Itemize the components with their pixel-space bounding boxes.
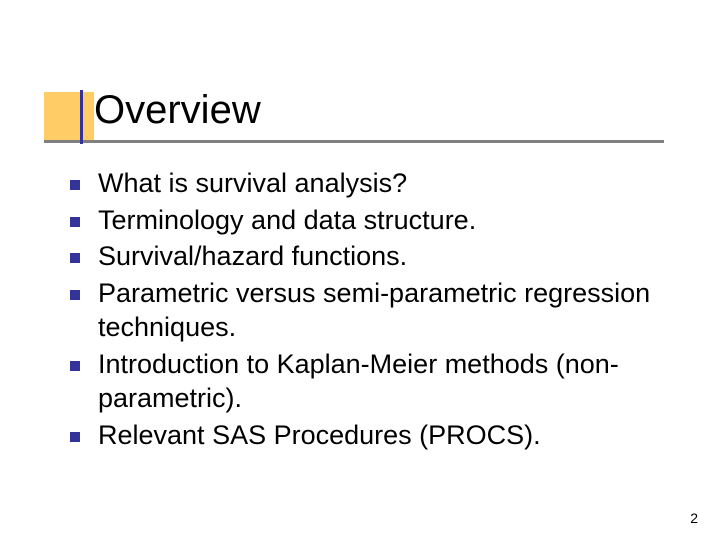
page-number: 2	[690, 510, 698, 526]
title-vertical-rule	[80, 90, 83, 144]
square-bullet-icon	[70, 253, 80, 263]
list-item: Relevant SAS Procedures (PROCS).	[70, 418, 660, 453]
square-bullet-icon	[70, 432, 80, 442]
list-item: Introduction to Kaplan-Meier methods (no…	[70, 347, 660, 416]
square-bullet-icon	[70, 180, 80, 190]
slide-title: Overview	[94, 88, 261, 133]
list-item-text: Survival/hazard functions.	[98, 239, 407, 274]
bullet-list: What is survival analysis? Terminology a…	[70, 166, 660, 454]
list-item-text: Terminology and data structure.	[98, 203, 476, 238]
list-item: Terminology and data structure.	[70, 203, 660, 238]
list-item-text: Relevant SAS Procedures (PROCS).	[98, 418, 541, 453]
square-bullet-icon	[70, 361, 80, 371]
title-horizontal-rule	[44, 140, 664, 143]
list-item-text: Parametric versus semi-parametric regres…	[98, 276, 660, 345]
square-bullet-icon	[70, 290, 80, 300]
square-bullet-icon	[70, 217, 80, 227]
list-item: Survival/hazard functions.	[70, 239, 660, 274]
list-item-text: Introduction to Kaplan-Meier methods (no…	[98, 347, 660, 416]
list-item: Parametric versus semi-parametric regres…	[70, 276, 660, 345]
list-item-text: What is survival analysis?	[98, 166, 407, 201]
title-accent-square	[44, 92, 94, 142]
slide: Overview What is survival analysis? Term…	[0, 0, 720, 540]
list-item: What is survival analysis?	[70, 166, 660, 201]
